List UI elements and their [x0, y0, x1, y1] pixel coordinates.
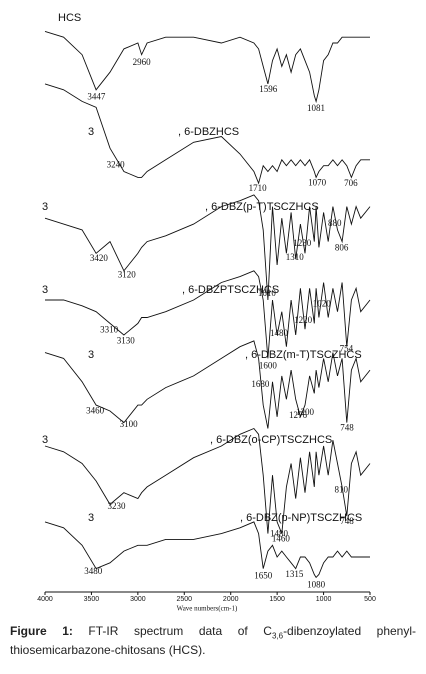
- peak-label: 1200: [296, 407, 315, 417]
- peak-label: 810: [334, 484, 348, 494]
- caption-label: Figure 1:: [10, 624, 73, 638]
- series-name: , 6-DBZ(m-T)TSCZHCS: [245, 349, 362, 361]
- series-prefix: 3: [42, 201, 48, 213]
- spectrum: [44, 30, 370, 104]
- peak-label: 1610: [258, 288, 277, 298]
- peak-label: 3480: [84, 566, 103, 576]
- x-tick-label: 2000: [223, 596, 239, 603]
- x-tick-label: 3000: [130, 596, 146, 603]
- series-name: , 6-DBZHCS: [178, 126, 239, 138]
- x-tick-label: 500: [364, 596, 376, 603]
- peak-label: 1070: [308, 177, 327, 187]
- peak-label: 1596: [259, 84, 278, 94]
- caption-subscript: 3,6: [271, 631, 284, 641]
- peak-label: 806: [335, 242, 349, 252]
- peak-label: 3447: [87, 91, 106, 101]
- peak-label: 1480: [270, 529, 289, 539]
- series-prefix: 3: [88, 512, 94, 524]
- peak-label: 1460: [272, 533, 291, 543]
- peak-label: 3310: [100, 325, 119, 335]
- caption-text: -dibenzoylated phenyl-thiosemicarbazone-…: [10, 624, 417, 658]
- series-name: , 6-DBZ(o-CP)TSCZHCS: [210, 434, 332, 446]
- peak-label: 1080: [307, 579, 326, 589]
- peak-label: 1480: [270, 328, 289, 338]
- x-tick-label: 4000: [37, 596, 53, 603]
- x-tick-label: 1500: [269, 596, 285, 603]
- spectrum: [44, 340, 371, 429]
- series-prefix: 3: [42, 434, 48, 446]
- peak-label: 1276: [289, 410, 308, 420]
- series-prefix: 3: [88, 126, 94, 138]
- x-tick-label: 1000: [316, 596, 332, 603]
- series-name: , 6-DBZ(p-T)TSCZHCS: [205, 201, 319, 213]
- peak-label: 748: [340, 516, 354, 526]
- peak-label: 3420: [90, 253, 109, 263]
- spectrum: [45, 270, 371, 359]
- peak-label: 1650: [254, 571, 273, 581]
- peak-label: 1310: [286, 252, 305, 262]
- series-name: HCS: [58, 12, 81, 24]
- peak-label: 1230: [293, 238, 312, 248]
- x-tick-label: 3500: [84, 596, 100, 603]
- peak-label: 3460: [86, 406, 105, 416]
- peak-label: 3230: [108, 501, 127, 511]
- spectrum: [44, 194, 371, 301]
- peak-label: 1680: [251, 379, 270, 389]
- peak-label: 748: [340, 423, 354, 433]
- peak-label: 706: [344, 178, 358, 188]
- series-prefix: 3: [88, 349, 94, 361]
- peak-label: 1600: [259, 360, 278, 370]
- series-name: , 6-DBZ(p-NP)TSCZHCS: [240, 512, 362, 524]
- peak-label: 3120: [118, 269, 137, 279]
- series-name: , 6-DBZPTSCZHCS: [182, 284, 279, 296]
- series-prefix: 3: [42, 284, 48, 296]
- caption: Figure 1: FT-IR spectrum data of C3,6-di…: [10, 624, 416, 658]
- spectrum: [44, 83, 370, 185]
- peak-label: 754: [340, 344, 354, 354]
- spectrum: [44, 521, 370, 579]
- x-tick-label: 2500: [176, 596, 192, 603]
- peak-label: 1315: [285, 569, 304, 579]
- x-axis-label: Wave numbers(cm-1): [177, 605, 238, 613]
- peak-label: 1220: [294, 315, 313, 325]
- peak-label: 1081: [307, 103, 325, 113]
- peak-label: 880: [328, 218, 342, 228]
- peak-label: 3100: [120, 419, 139, 429]
- peak-label: 2960: [133, 57, 152, 67]
- peak-label: 3130: [117, 336, 136, 346]
- peak-label: 3240: [107, 160, 126, 170]
- chart: Wave numbers(cm-1) 4000 3500 3000 2500 2000 1…: [37, 12, 376, 613]
- spectrum: [44, 427, 371, 534]
- peak-label: 1710: [249, 183, 268, 193]
- caption-text: FT-IR spectrum data of C: [88, 624, 272, 638]
- peak-label: 1020: [313, 299, 332, 309]
